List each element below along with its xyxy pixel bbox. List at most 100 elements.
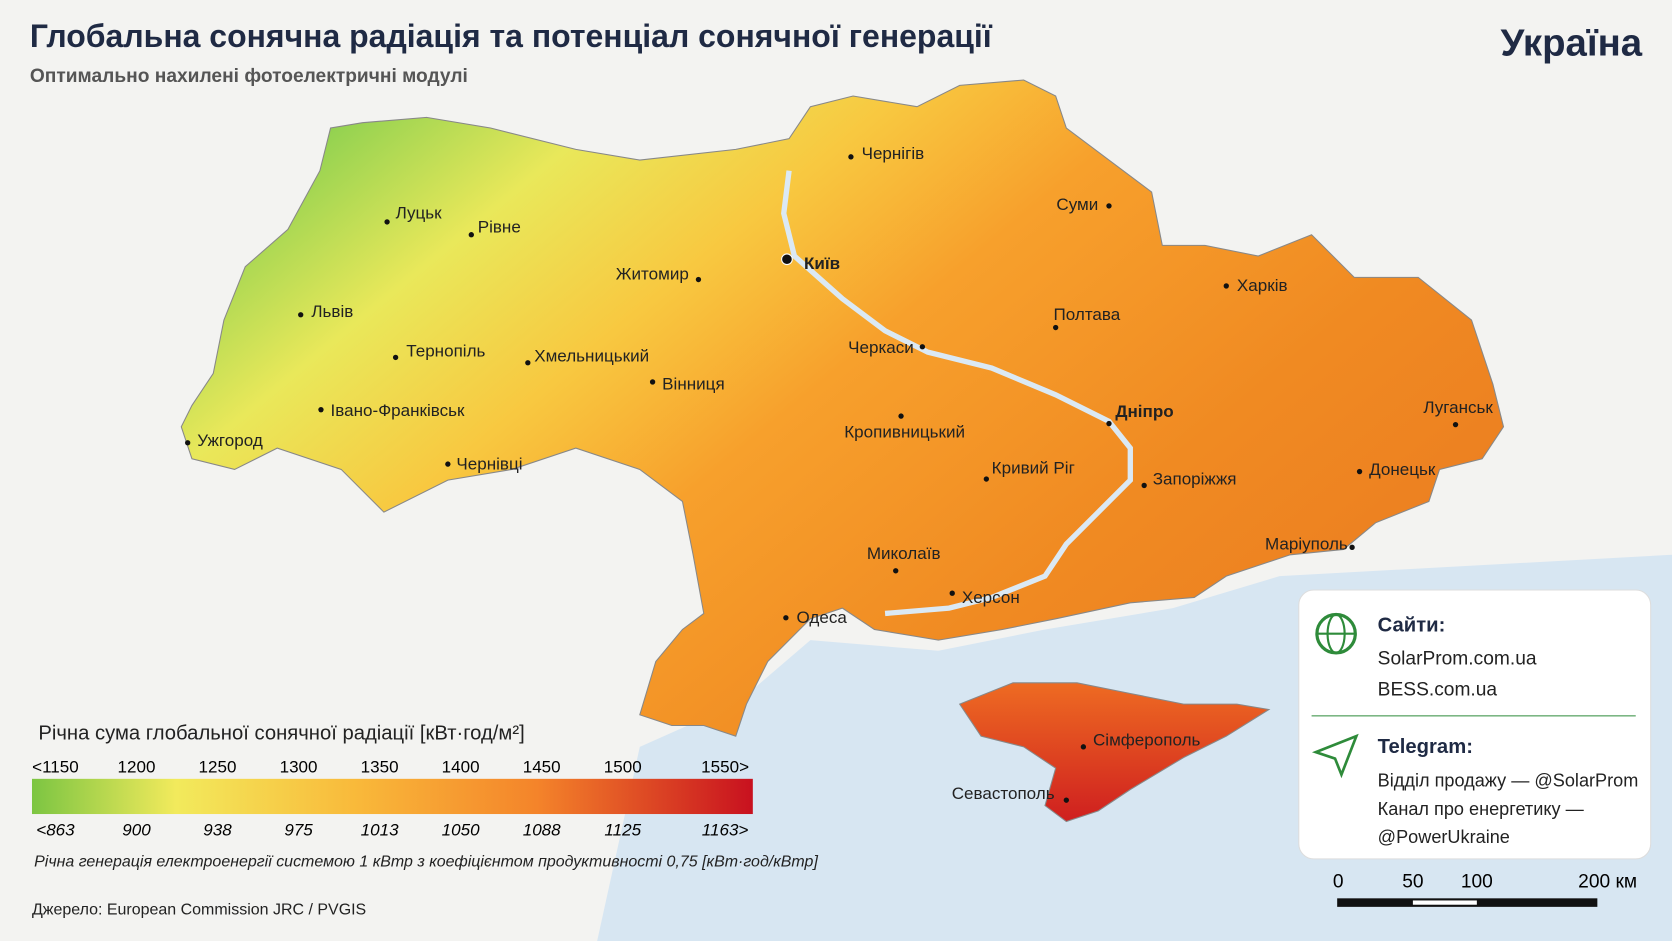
- legend-top-label: 1400: [442, 757, 480, 776]
- city-label: Севастополь: [952, 784, 1055, 803]
- city-dot: [1106, 420, 1112, 427]
- city-dot: [919, 344, 926, 350]
- city-label: Сімферополь: [1093, 731, 1201, 750]
- legend-top-label: 1550>: [701, 757, 749, 776]
- city-dot: [1452, 421, 1459, 428]
- site[interactable]: BESS.com.ua: [1378, 680, 1498, 701]
- city-dot: [783, 615, 789, 621]
- sites-title: Сайти:: [1378, 615, 1446, 637]
- legend-top-label: 1450: [523, 757, 561, 776]
- legend-top-label: 1200: [118, 757, 156, 776]
- city-dot: [185, 440, 191, 446]
- legend-bottom-label: 1125: [604, 820, 641, 839]
- city-label: Маріуполь: [1265, 534, 1348, 553]
- telegram-title: Telegram:: [1378, 736, 1473, 758]
- city-label: Черкаси: [848, 338, 914, 357]
- city-dot: [949, 590, 955, 596]
- city-label: Одеса: [797, 608, 848, 627]
- city-label: Луцьк: [396, 204, 443, 223]
- legend-title: Річна сума глобальної сонячної радіації …: [38, 722, 524, 744]
- city-label: Запоріжжя: [1153, 469, 1237, 488]
- city-label: Івано-Франківськ: [331, 401, 465, 420]
- telegram-line[interactable]: Відділ продажу — @SolarProm: [1378, 770, 1639, 790]
- scale-bar: [1338, 899, 1413, 906]
- subtitle: Оптимально нахилені фотоелектричні модул…: [30, 66, 468, 87]
- legend-bottom-label: 1088: [523, 820, 561, 839]
- legend-bottom-label: <863: [36, 820, 75, 839]
- city-label: Чернівці: [456, 454, 522, 473]
- legend-bottom-label: 1013: [361, 820, 399, 839]
- city-label: Суми: [1056, 195, 1098, 214]
- city-label: Полтава: [1054, 305, 1121, 324]
- city-dot: [445, 461, 451, 467]
- city-dot: [318, 407, 324, 413]
- city-label: Луганськ: [1423, 398, 1493, 417]
- telegram-line: Канал про енергетику —: [1378, 799, 1585, 819]
- city-label: Чернігів: [862, 144, 925, 163]
- city-label: Миколаїв: [867, 544, 941, 563]
- country: Україна: [1500, 21, 1642, 64]
- city-label: Кропивницький: [844, 422, 965, 441]
- city-dot: [1141, 482, 1147, 489]
- city-dot: [384, 219, 390, 225]
- scale-label: 100: [1461, 872, 1493, 893]
- legend-top-label: 1350: [361, 757, 399, 776]
- city-label: Кривий Ріг: [992, 459, 1075, 478]
- city-dot: [468, 232, 474, 238]
- scale-label: 0: [1333, 872, 1344, 893]
- city-dot: [1106, 203, 1112, 209]
- legend-top-label: 1250: [199, 757, 237, 776]
- city-dot: [1063, 797, 1069, 803]
- legend-caption: Річна генерація електроенергії системою …: [34, 853, 818, 870]
- legend-top-label: 1500: [604, 757, 642, 776]
- city-dot: [525, 360, 531, 366]
- legend-bottom: <863 900 938 975 1013 1050 1088 1125 1163>: [36, 820, 748, 839]
- city-dot: [649, 379, 656, 385]
- city-dot: [781, 253, 793, 266]
- city-dot: [695, 276, 702, 283]
- city-label: Тернопіль: [406, 341, 485, 360]
- city-label: Київ: [804, 254, 840, 273]
- city-dot: [893, 568, 899, 574]
- telegram-icon: [1311, 733, 1359, 779]
- crimea: [958, 682, 1271, 823]
- city-dot: [1349, 544, 1355, 550]
- city-dot: [983, 476, 990, 482]
- legend-top-label: 1300: [280, 757, 318, 776]
- city-label: Донецьк: [1369, 460, 1436, 479]
- city-dot: [298, 312, 304, 318]
- scale-label: 50: [1402, 872, 1423, 893]
- legend-bottom-label: 1050: [442, 820, 480, 839]
- city-dot: [1052, 324, 1059, 331]
- cities: Чернігів Суми Луцьк Рівне Київ Житомир Харків Л…: [185, 144, 1493, 803]
- title: Глобальна сонячна радіація та потенціал …: [30, 18, 993, 54]
- telegram-line[interactable]: @PowerUkraine: [1378, 827, 1510, 847]
- city-label: Харків: [1237, 276, 1288, 295]
- legend-top: <1150 1200 1250 1300 1350 1400 1450 1500 1550>: [32, 757, 749, 776]
- ukraine-mainland: [180, 79, 1505, 737]
- city-dot: [898, 413, 904, 419]
- city-label: Дніпро: [1115, 402, 1173, 421]
- legend-top-label: <1150: [32, 757, 79, 776]
- site[interactable]: SolarProm.com.ua: [1378, 649, 1537, 670]
- city-label: Житомир: [616, 265, 689, 284]
- legend-bar: [31, 778, 753, 815]
- city-dot: [848, 154, 854, 160]
- legend-bottom-label: 1163>: [702, 820, 749, 839]
- legend-bottom-label: 975: [284, 820, 313, 839]
- city-label: Херсон: [962, 588, 1020, 607]
- legend-bottom-label: 900: [122, 820, 151, 839]
- city-label: Рівне: [478, 218, 521, 237]
- source: Джерело: European Commission JRC / PVGIS: [32, 901, 366, 918]
- legend-bottom-label: 938: [203, 820, 232, 839]
- scale-bar: [1476, 899, 1597, 906]
- city-dot: [1356, 468, 1363, 475]
- scale-label: 200 км: [1578, 872, 1637, 893]
- city-dot: [392, 354, 399, 361]
- city-dot: [1223, 283, 1229, 289]
- city-label: Хмельницький: [534, 347, 649, 366]
- city-label: Ужгород: [197, 431, 263, 450]
- info-box: [1298, 589, 1652, 860]
- city-dot: [1080, 744, 1087, 750]
